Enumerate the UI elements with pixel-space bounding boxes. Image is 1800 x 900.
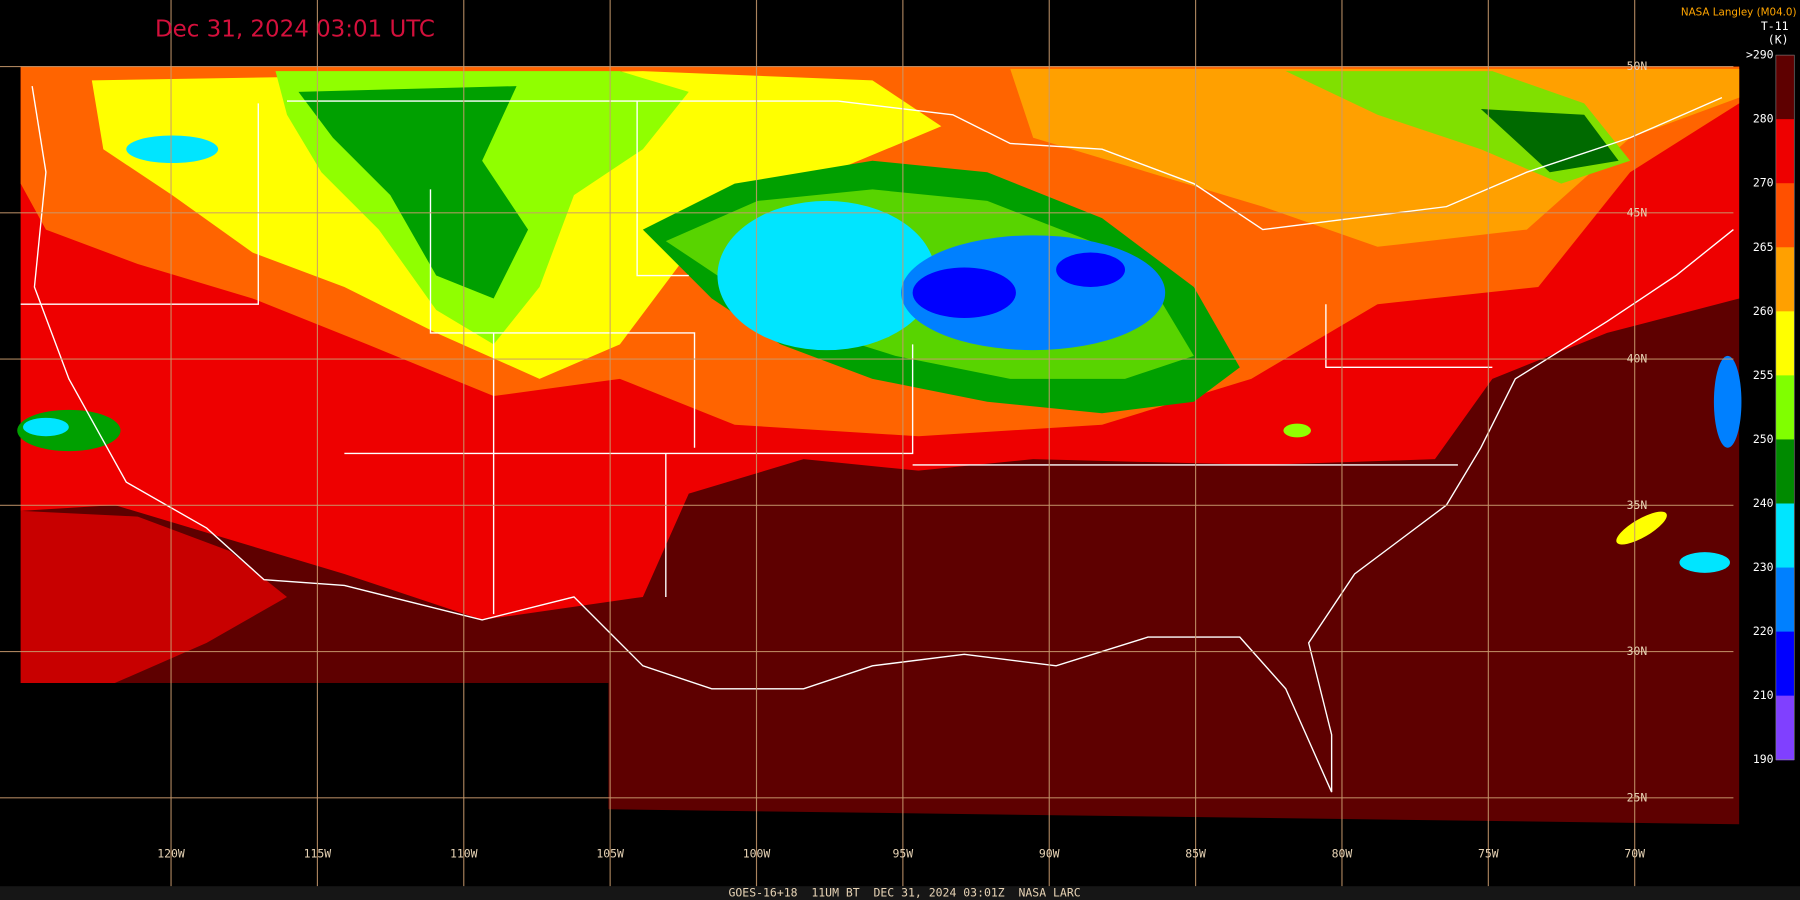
graticule <box>0 0 1734 887</box>
colorbar-swatch <box>1775 55 1795 120</box>
latitude-label: 45N <box>1627 205 1648 219</box>
colorbar-swatch <box>1775 375 1795 441</box>
colorbar-label: 270 <box>1753 176 1774 190</box>
latitude-label: 40N <box>1627 352 1648 366</box>
colorbar-title: T-11 <box>1761 19 1789 33</box>
longitude-label: 100W <box>743 847 771 861</box>
longitude-label: 115W <box>304 847 332 861</box>
longitude-label: 85W <box>1185 847 1206 861</box>
longitude-label: 110W <box>450 847 478 861</box>
colorbar-label: 265 <box>1753 240 1774 254</box>
colorbar-swatch <box>1775 247 1795 312</box>
colorbar-swatch <box>1775 311 1795 376</box>
longitude-label: 95W <box>893 847 914 861</box>
latitude-label: 35N <box>1627 498 1648 512</box>
colorbar-swatch <box>1775 503 1795 569</box>
colorbar-label: 260 <box>1753 304 1774 318</box>
colorbar: >290 280 270 265 260 255 250 240 230 220 210 190 <box>1746 48 1795 766</box>
latitude-label: 50N <box>1627 59 1648 73</box>
colorbar-label: 280 <box>1753 112 1774 126</box>
latitude-label: 30N <box>1627 644 1648 658</box>
longitude-label: 80W <box>1332 847 1353 861</box>
colorbar-label: 210 <box>1753 688 1774 702</box>
credit: NASA Langley (M04.0) <box>1681 7 1797 19</box>
colorbar-label: 240 <box>1753 496 1774 510</box>
colorbar-label: 250 <box>1753 432 1774 446</box>
colorbar-swatch <box>1775 183 1795 248</box>
footer-bar <box>0 886 1800 900</box>
longitude-label: 120W <box>157 847 185 861</box>
colorbar-unit: (K) <box>1768 33 1789 47</box>
latitude-label: 25N <box>1627 790 1648 804</box>
longitude-label: 70W <box>1624 847 1645 861</box>
colorbar-label: 220 <box>1753 624 1774 638</box>
imagery <box>17 66 1742 825</box>
longitude-label: 105W <box>596 847 624 861</box>
longitude-label: 90W <box>1039 847 1060 861</box>
colorbar-label: 255 <box>1753 368 1774 382</box>
colorbar-swatch <box>1775 439 1795 505</box>
colorbar-label: 190 <box>1753 752 1774 766</box>
colorbar-swatch <box>1775 695 1795 761</box>
longitude-label: 75W <box>1478 847 1499 861</box>
colorbar-label: 230 <box>1753 560 1774 574</box>
colorbar-swatch <box>1775 119 1795 184</box>
colorbar-swatch <box>1775 631 1795 697</box>
colorbar-swatch <box>1775 567 1795 633</box>
colorbar-label: >290 <box>1746 48 1774 62</box>
colorbar-frame <box>1775 54 1795 761</box>
map-title: Dec 31, 2024 03:01 UTC <box>155 16 435 42</box>
coastlines <box>20 85 1734 793</box>
footer-text: GOES-16+18 11UM BT DEC 31, 2024 03:01Z N… <box>729 886 1081 900</box>
